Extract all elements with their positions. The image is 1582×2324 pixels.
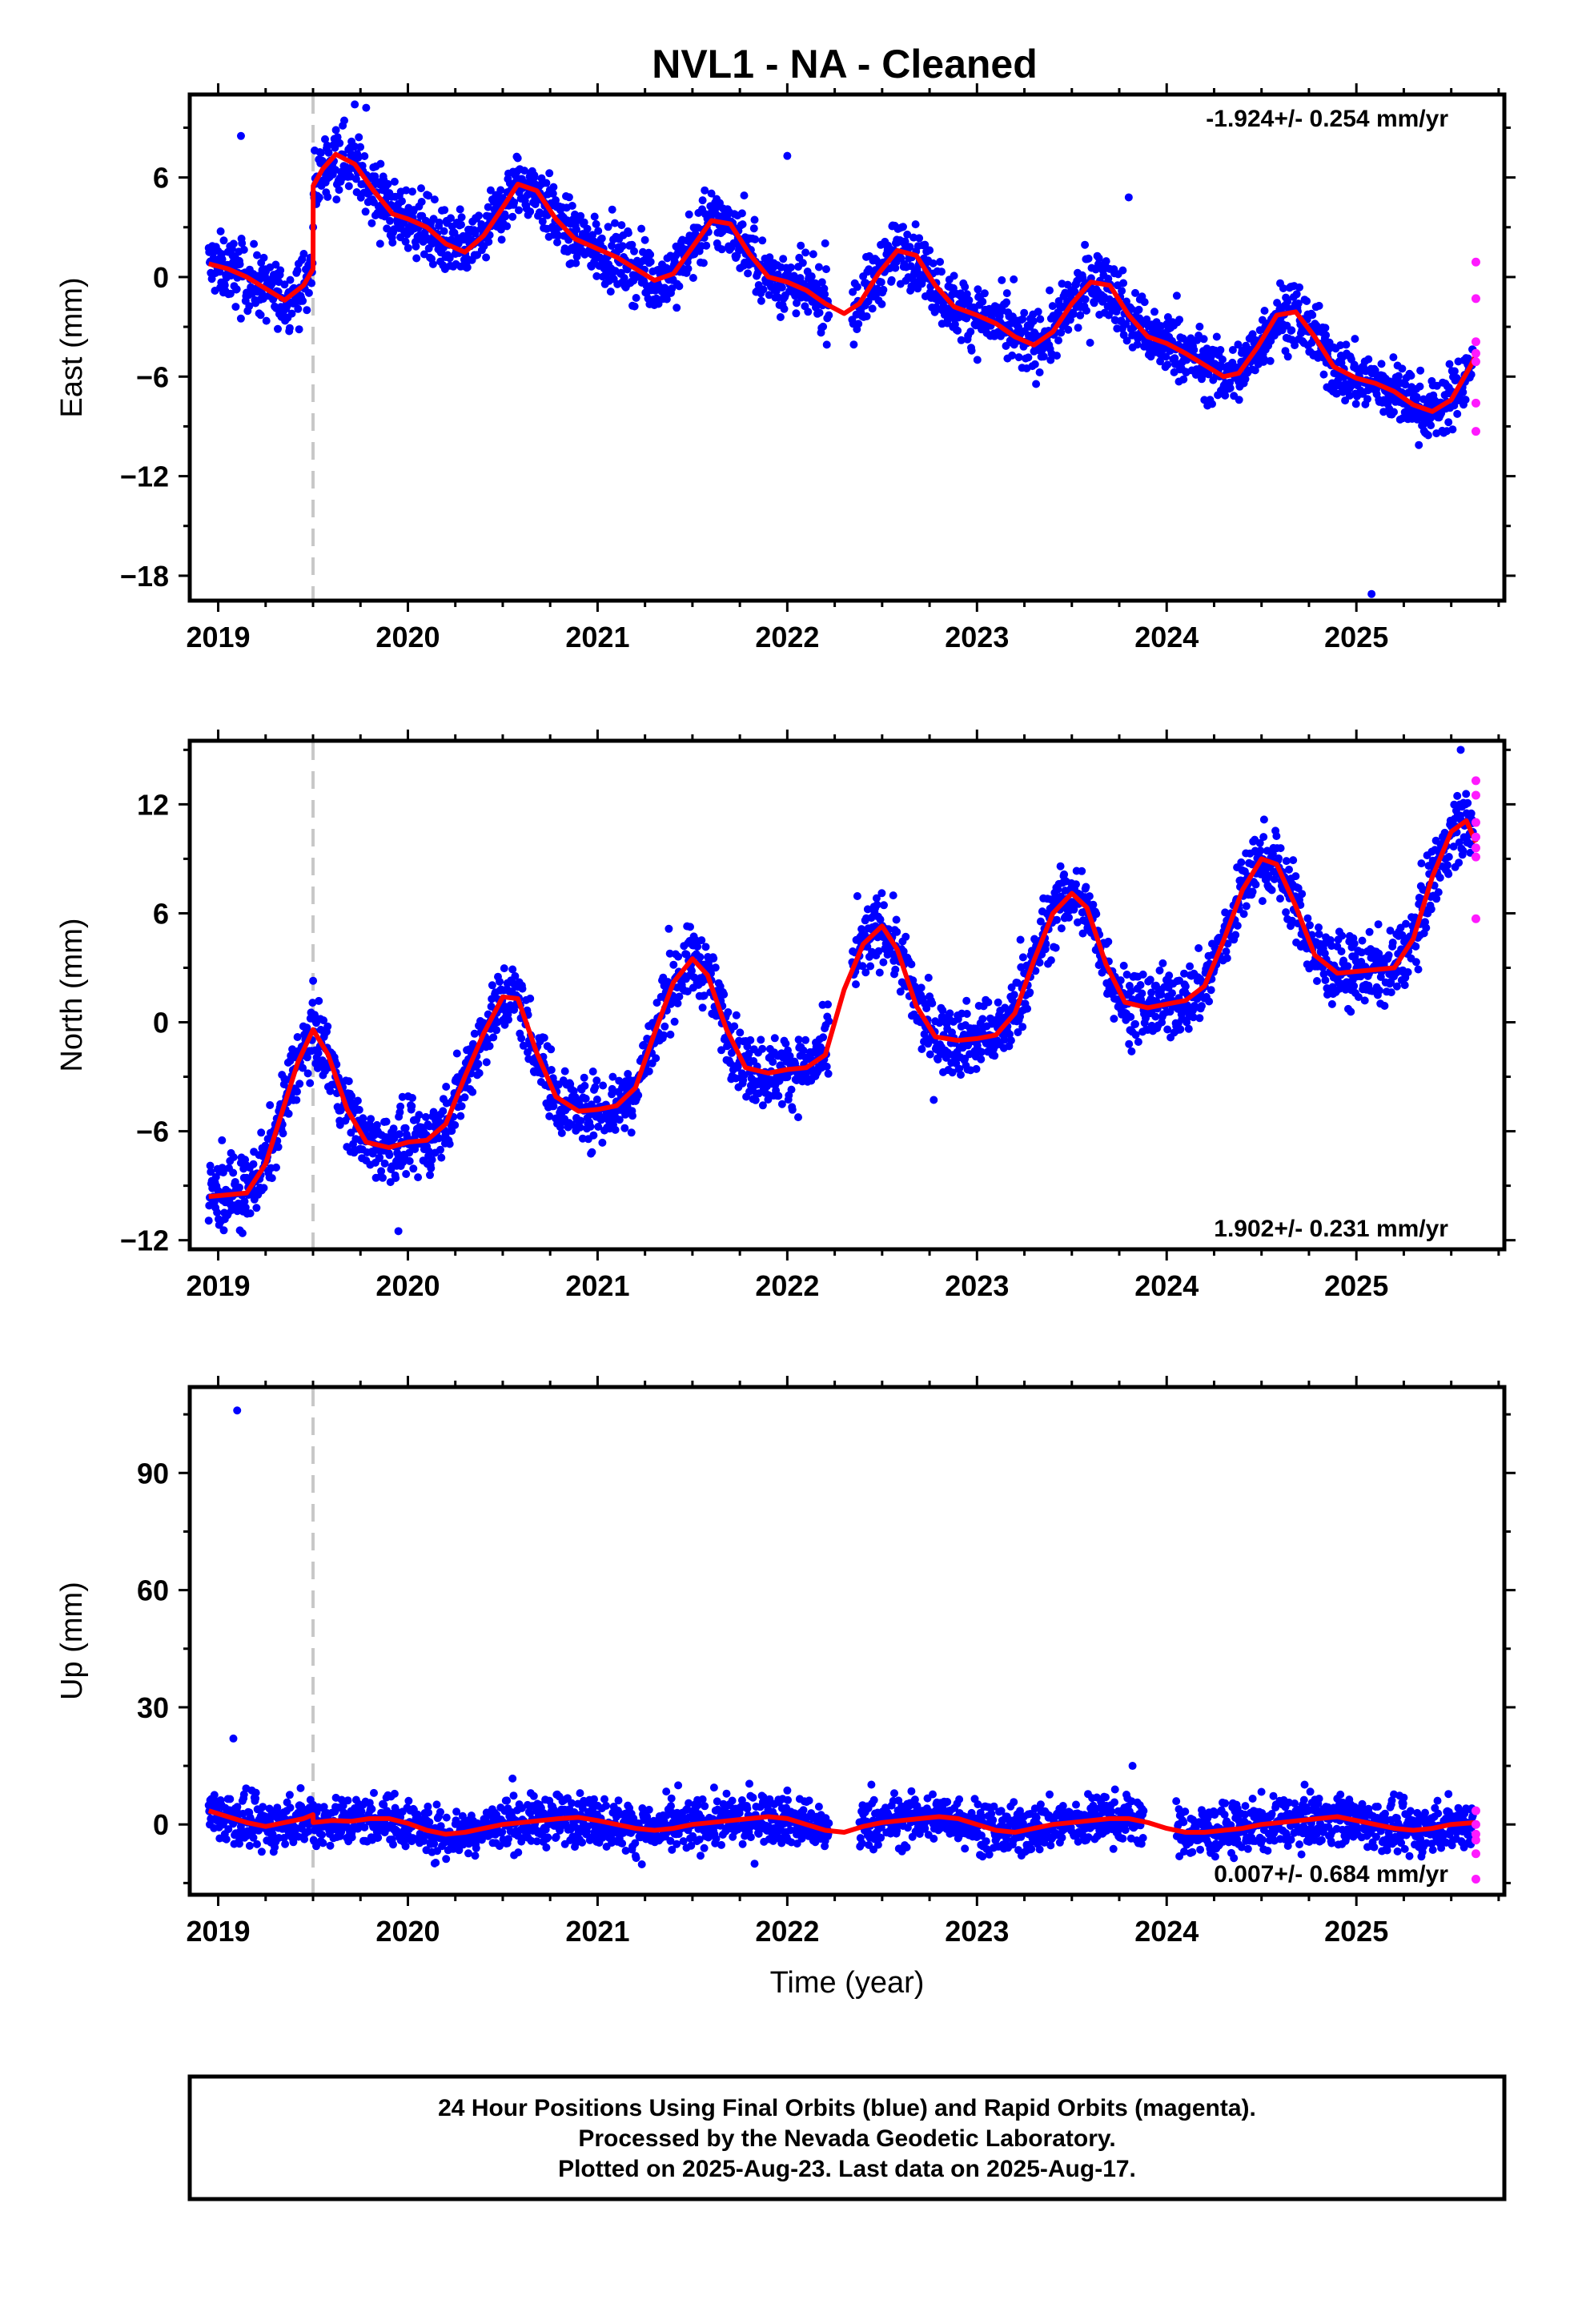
north-y-tick-label: −6: [136, 1116, 169, 1148]
north-rapid-orbit-point: [1471, 832, 1480, 842]
east-outlier-point: [1367, 589, 1376, 598]
east-rapid-orbit-point: [1471, 398, 1480, 408]
up-x-tick-label: 2020: [375, 1915, 440, 1948]
north-y-tick-label: 0: [153, 1007, 169, 1039]
north-final-orbit-points: [204, 790, 1477, 1237]
north-x-tick-label: 2022: [755, 1269, 819, 1302]
east-x-tick-label: 2023: [945, 621, 1009, 653]
figure-title: NVL1 - NA - Cleaned: [652, 42, 1038, 86]
up-y-axis-label: Up (mm): [55, 1582, 89, 1700]
east-final-orbit-marks: [204, 116, 1477, 449]
north-y-tick-label: 12: [137, 788, 169, 821]
north-rapid-orbit-point: [1471, 843, 1480, 853]
up-plot-frame: [187, 1385, 1507, 1897]
up-y-tick-label: 0: [153, 1808, 169, 1841]
east-rapid-orbit-point: [1471, 257, 1480, 267]
east-y-axis-label: East (mm): [55, 277, 89, 417]
footer-line-2: Processed by the Nevada Geodetic Laborat…: [578, 2125, 1115, 2152]
north-model-fit-line: [208, 818, 1479, 1200]
east-outlier-point: [1124, 193, 1133, 202]
up-x-tick-label: 2024: [1134, 1915, 1199, 1948]
east-y-tick-label: 6: [153, 162, 169, 195]
up-y-tick-label: 30: [137, 1691, 169, 1724]
up-rapid-orbit-point: [1471, 1835, 1480, 1845]
north-outlier-point: [218, 1136, 227, 1144]
north-rapid-orbit-point: [1471, 818, 1480, 827]
north-x-tick-label: 2019: [186, 1269, 250, 1302]
up-y-tick-label: 60: [137, 1574, 169, 1607]
east-model-fit-line: [207, 151, 1479, 414]
east-y-tick-label: 0: [153, 261, 169, 294]
up-x-tick-label: 2021: [565, 1915, 629, 1948]
north-y-axis-label: North (mm): [55, 918, 89, 1072]
up-outlier-point: [233, 1406, 242, 1415]
up-final-orbit-marks: [204, 1774, 1477, 1868]
up-rapid-orbit-point: [1471, 1806, 1480, 1815]
east-rapid-orbit-point: [1471, 348, 1480, 358]
north-panel: 2019 2020 2021 2022 2023 2024 2025 −12 −6 0 6 12 Nor…: [55, 730, 1516, 1302]
north-plot-frame: [187, 738, 1507, 1252]
up-final-orbit-points: [204, 1774, 1477, 1868]
north-rapid-orbit-point: [1471, 790, 1480, 800]
north-x-tick-label: 2020: [375, 1269, 440, 1302]
north-rapid-orbit-point: [1471, 914, 1480, 923]
up-velocity-label: 0.007+/- 0.684 mm/yr: [1214, 1861, 1448, 1888]
up-rapid-orbit-point: [1471, 1849, 1480, 1859]
up-panel: 2019 2020 2021 2022 2023 2024 2025 0 30 60 90 Up (m…: [55, 1376, 1516, 2000]
footer-line-3: Plotted on 2025-Aug-23. Last data on 202…: [558, 2156, 1136, 2182]
up-x-tick-label: 2023: [945, 1915, 1009, 1948]
east-plot-frame: [187, 92, 1507, 603]
east-outlier-point: [362, 103, 371, 112]
east-outlier-point: [783, 151, 792, 160]
east-outlier-point: [351, 100, 359, 109]
north-outlier-point: [394, 1227, 403, 1236]
north-y-tick-label: −12: [120, 1224, 169, 1257]
east-x-tick-label: 2020: [375, 621, 440, 653]
up-x-axis-label: Time (year): [770, 1966, 925, 2000]
east-x-tick-label: 2022: [755, 621, 819, 653]
north-x-tick-label: 2023: [945, 1269, 1009, 1302]
east-final-orbit-points: [204, 116, 1477, 449]
east-rapid-orbit-point: [1471, 357, 1480, 367]
up-x-tick-label: 2019: [186, 1915, 250, 1948]
east-y-tick-label: −12: [120, 460, 169, 493]
up-x-tick-label: 2022: [755, 1915, 819, 1948]
north-x-tick-label: 2025: [1324, 1269, 1388, 1302]
north-x-tick-label: 2024: [1134, 1269, 1199, 1302]
footer-frame: [187, 2074, 1507, 2201]
up-y-tick-label: 90: [137, 1457, 169, 1490]
east-outlier-point: [236, 131, 245, 140]
east-rapid-orbit-point: [1471, 427, 1480, 436]
footer-line-1: 24 Hour Positions Using Final Orbits (bl…: [438, 2095, 1256, 2121]
up-rapid-orbit-point: [1471, 1819, 1480, 1829]
east-velocity-label: -1.924+/- 0.254 mm/yr: [1206, 106, 1448, 132]
east-y-tick-label: −18: [120, 560, 169, 593]
north-rapid-orbit-point: [1471, 852, 1480, 862]
east-rapid-orbit-point: [1471, 294, 1480, 304]
up-model-fit-line: [207, 1808, 1476, 1837]
east-panel: 2019 2020 2021 2022 2023 2024 2025 −18 −12 −6 0 6 Ea…: [55, 83, 1516, 653]
north-x-tick-label: 2021: [565, 1269, 629, 1302]
footer-box: 24 Hour Positions Using Final Orbits (bl…: [187, 2074, 1507, 2201]
north-final-orbit-marks: [204, 790, 1477, 1237]
east-x-tick-label: 2019: [186, 621, 250, 653]
east-x-tick-label: 2021: [565, 621, 629, 653]
north-outlier-point: [1456, 746, 1465, 754]
up-rapid-orbit-point: [1471, 1874, 1480, 1884]
east-rapid-orbit-point: [1471, 337, 1480, 347]
up-outlier-point: [1128, 1762, 1137, 1771]
up-outlier-point: [229, 1734, 238, 1743]
north-velocity-label: 1.902+/- 0.231 mm/yr: [1214, 1216, 1448, 1242]
east-x-tick-label: 2025: [1324, 621, 1388, 653]
north-y-tick-label: 6: [153, 897, 169, 930]
up-x-tick-label: 2025: [1324, 1915, 1388, 1948]
north-rapid-orbit-point: [1471, 776, 1480, 786]
east-x-tick-label: 2024: [1134, 621, 1199, 653]
east-y-tick-label: −6: [136, 360, 169, 393]
